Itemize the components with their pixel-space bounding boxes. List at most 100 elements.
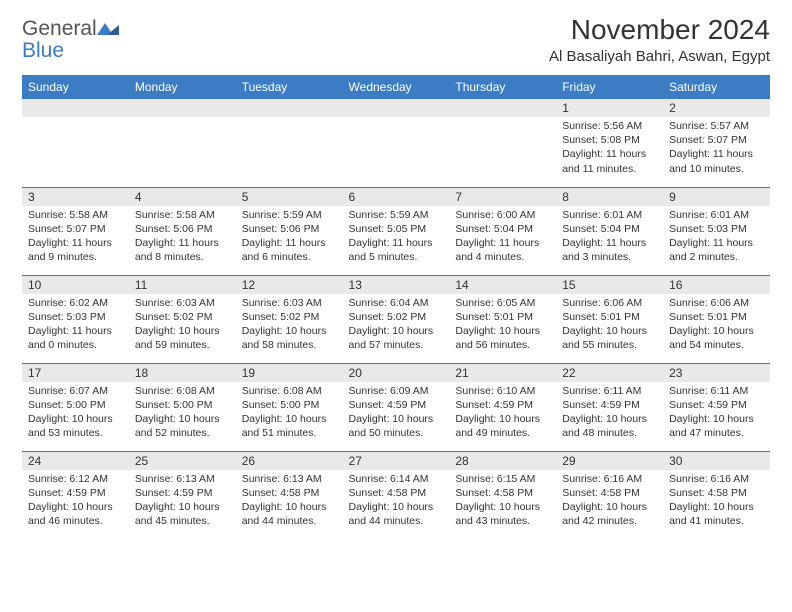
location-label: Al Basaliyah Bahri, Aswan, Egypt xyxy=(549,48,770,65)
calendar-cell xyxy=(22,99,129,187)
day-number: 2 xyxy=(663,99,770,117)
calendar-cell: 23Sunrise: 6:11 AMSunset: 4:59 PMDayligh… xyxy=(663,363,770,451)
sunrise-text: Sunrise: 5:58 AM xyxy=(28,208,123,222)
sunrise-text: Sunrise: 6:15 AM xyxy=(455,472,550,486)
sunrise-text: Sunrise: 6:11 AM xyxy=(669,384,764,398)
sunset-text: Sunset: 4:59 PM xyxy=(135,486,230,500)
day-number: 5 xyxy=(236,188,343,206)
day-number: 1 xyxy=(556,99,663,117)
daylight-text: Daylight: 10 hours and 52 minutes. xyxy=(135,412,230,440)
day-details: Sunrise: 5:59 AMSunset: 5:06 PMDaylight:… xyxy=(236,206,343,269)
logo-word2: Blue xyxy=(22,39,64,62)
calendar-cell: 5Sunrise: 5:59 AMSunset: 5:06 PMDaylight… xyxy=(236,187,343,275)
day-header: Friday xyxy=(556,75,663,99)
sunset-text: Sunset: 5:05 PM xyxy=(349,222,444,236)
sunset-text: Sunset: 5:01 PM xyxy=(562,310,657,324)
daylight-text: Daylight: 10 hours and 49 minutes. xyxy=(455,412,550,440)
sunset-text: Sunset: 5:02 PM xyxy=(242,310,337,324)
day-number: 25 xyxy=(129,452,236,470)
day-header: Saturday xyxy=(663,75,770,99)
day-header-row: Sunday Monday Tuesday Wednesday Thursday… xyxy=(22,75,770,99)
calendar-cell: 18Sunrise: 6:08 AMSunset: 5:00 PMDayligh… xyxy=(129,363,236,451)
calendar-cell: 17Sunrise: 6:07 AMSunset: 5:00 PMDayligh… xyxy=(22,363,129,451)
sunset-text: Sunset: 5:08 PM xyxy=(562,133,657,147)
day-number: 9 xyxy=(663,188,770,206)
sunset-text: Sunset: 5:00 PM xyxy=(135,398,230,412)
daylight-text: Daylight: 10 hours and 56 minutes. xyxy=(455,324,550,352)
day-number: 19 xyxy=(236,364,343,382)
calendar-cell: 25Sunrise: 6:13 AMSunset: 4:59 PMDayligh… xyxy=(129,451,236,539)
calendar-cell: 16Sunrise: 6:06 AMSunset: 5:01 PMDayligh… xyxy=(663,275,770,363)
sunrise-text: Sunrise: 6:09 AM xyxy=(349,384,444,398)
sunrise-text: Sunrise: 5:56 AM xyxy=(562,119,657,133)
sunrise-text: Sunrise: 6:05 AM xyxy=(455,296,550,310)
daylight-text: Daylight: 11 hours and 9 minutes. xyxy=(28,236,123,264)
sunrise-text: Sunrise: 6:12 AM xyxy=(28,472,123,486)
day-number: 8 xyxy=(556,188,663,206)
daylight-text: Daylight: 10 hours and 57 minutes. xyxy=(349,324,444,352)
calendar-cell: 14 Sunrise: 6:05 AMSunset: 5:01 PMDayligh… xyxy=(449,275,556,363)
day-number: 22 xyxy=(556,364,663,382)
day-number: 26 xyxy=(236,452,343,470)
day-details: Sunrise: 5:58 AMSunset: 5:07 PMDaylight:… xyxy=(22,206,129,269)
day-number: 20 xyxy=(343,364,450,382)
sunset-text: Sunset: 5:01 PM xyxy=(455,310,550,324)
daylight-text: Daylight: 10 hours and 54 minutes. xyxy=(669,324,764,352)
sunset-text: Sunset: 4:58 PM xyxy=(349,486,444,500)
daylight-text: Daylight: 10 hours and 53 minutes. xyxy=(28,412,123,440)
sunset-text: Sunset: 5:07 PM xyxy=(669,133,764,147)
calendar-week-row: 17Sunrise: 6:07 AMSunset: 5:00 PMDayligh… xyxy=(22,363,770,451)
day-number: 13 xyxy=(343,276,450,294)
sunset-text: Sunset: 4:59 PM xyxy=(669,398,764,412)
sunset-text: Sunset: 5:00 PM xyxy=(242,398,337,412)
daylight-text: Daylight: 10 hours and 47 minutes. xyxy=(669,412,764,440)
day-number-empty xyxy=(129,99,236,117)
day-details: Sunrise: 6:13 AMSunset: 4:59 PMDaylight:… xyxy=(129,470,236,533)
sunset-text: Sunset: 5:06 PM xyxy=(135,222,230,236)
day-details: Sunrise: 6:08 AMSunset: 5:00 PMDaylight:… xyxy=(129,382,236,445)
calendar-cell: 9Sunrise: 6:01 AMSunset: 5:03 PMDaylight… xyxy=(663,187,770,275)
calendar-cell: 13Sunrise: 6:04 AMSunset: 5:02 PMDayligh… xyxy=(343,275,450,363)
calendar-cell xyxy=(449,99,556,187)
calendar-cell: 2Sunrise: 5:57 AMSunset: 5:07 PMDaylight… xyxy=(663,99,770,187)
calendar-body: 1Sunrise: 5:56 AMSunset: 5:08 PMDaylight… xyxy=(22,99,770,539)
day-number: 16 xyxy=(663,276,770,294)
day-details: Sunrise: 6:07 AMSunset: 5:00 PMDaylight:… xyxy=(22,382,129,445)
sunset-text: Sunset: 4:58 PM xyxy=(669,486,764,500)
day-number: 27 xyxy=(343,452,450,470)
day-header: Wednesday xyxy=(343,75,450,99)
day-number: 18 xyxy=(129,364,236,382)
day-header: Thursday xyxy=(449,75,556,99)
sunset-text: Sunset: 5:03 PM xyxy=(28,310,123,324)
calendar-cell: 21Sunrise: 6:10 AMSunset: 4:59 PMDayligh… xyxy=(449,363,556,451)
calendar-cell: 26Sunrise: 6:13 AMSunset: 4:58 PMDayligh… xyxy=(236,451,343,539)
day-details: Sunrise: 6:11 AMSunset: 4:59 PMDaylight:… xyxy=(663,382,770,445)
day-details: Sunrise: 5:56 AMSunset: 5:08 PMDaylight:… xyxy=(556,117,663,180)
daylight-text: Daylight: 10 hours and 42 minutes. xyxy=(562,500,657,528)
day-number: 14 xyxy=(449,276,556,294)
daylight-text: Daylight: 10 hours and 45 minutes. xyxy=(135,500,230,528)
day-header: Sunday xyxy=(22,75,129,99)
daylight-text: Daylight: 10 hours and 44 minutes. xyxy=(242,500,337,528)
day-details: Sunrise: 6:01 AMSunset: 5:04 PMDaylight:… xyxy=(556,206,663,269)
daylight-text: Daylight: 10 hours and 55 minutes. xyxy=(562,324,657,352)
day-details: Sunrise: 5:57 AMSunset: 5:07 PMDaylight:… xyxy=(663,117,770,180)
day-details: Sunrise: 6:03 AMSunset: 5:02 PMDaylight:… xyxy=(236,294,343,357)
sunrise-text: Sunrise: 6:06 AM xyxy=(562,296,657,310)
day-number: 30 xyxy=(663,452,770,470)
logo: General Blue xyxy=(22,14,119,62)
logo-mark-icon xyxy=(97,21,119,40)
sunset-text: Sunset: 4:58 PM xyxy=(455,486,550,500)
day-details: Sunrise: 6:06 AMSunset: 5:01 PMDaylight:… xyxy=(556,294,663,357)
day-number: 23 xyxy=(663,364,770,382)
calendar-week-row: 1Sunrise: 5:56 AMSunset: 5:08 PMDaylight… xyxy=(22,99,770,187)
daylight-text: Daylight: 11 hours and 0 minutes. xyxy=(28,324,123,352)
sunset-text: Sunset: 4:59 PM xyxy=(455,398,550,412)
day-number-empty xyxy=(22,99,129,117)
day-details: Sunrise: 6:03 AMSunset: 5:02 PMDaylight:… xyxy=(129,294,236,357)
sunset-text: Sunset: 5:07 PM xyxy=(28,222,123,236)
sunrise-text: Sunrise: 6:03 AM xyxy=(135,296,230,310)
daylight-text: Daylight: 10 hours and 58 minutes. xyxy=(242,324,337,352)
day-number: 12 xyxy=(236,276,343,294)
daylight-text: Daylight: 11 hours and 8 minutes. xyxy=(135,236,230,264)
